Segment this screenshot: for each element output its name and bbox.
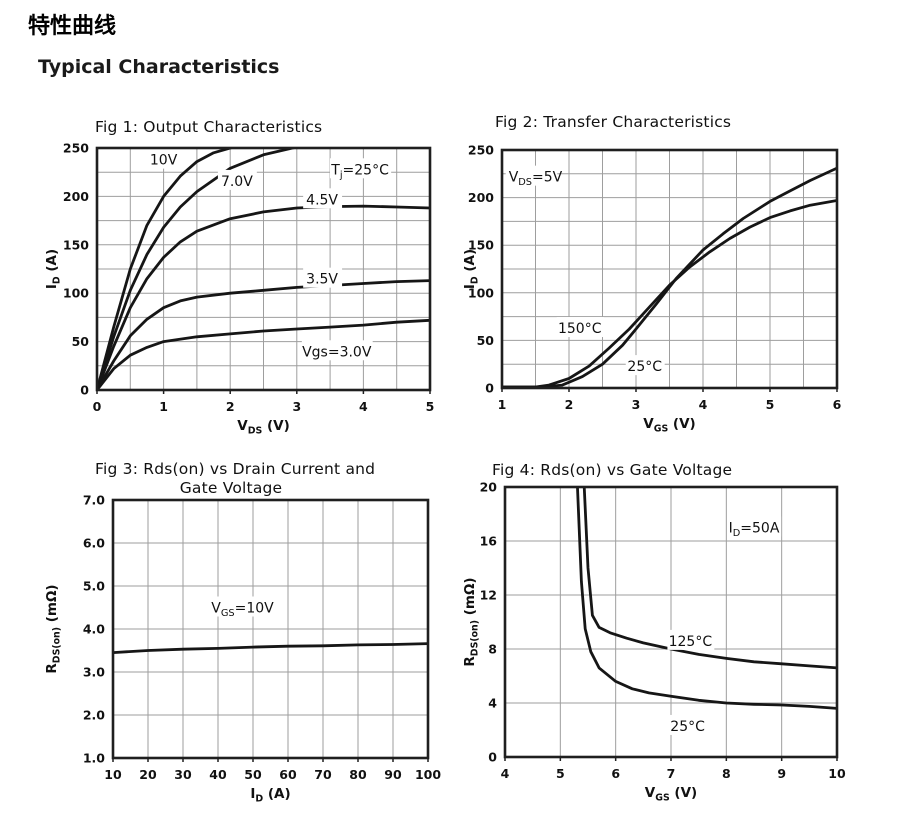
svg-text:200: 200: [63, 189, 89, 204]
fig3-rdson-vs-drain-current-chart: VGS=10V 10 20 30 40 50 60 70 80 90 100 1.0 2.0 3.0 4.0…: [44, 493, 441, 805]
svg-text:60: 60: [279, 767, 297, 782]
svg-text:150: 150: [468, 238, 494, 253]
fig3-title-line1: Fig 3: Rds(on) vs Drain Current and: [95, 460, 376, 478]
svg-text:16: 16: [480, 534, 498, 549]
svg-text:1: 1: [159, 399, 168, 414]
svg-text:125°C: 125°C: [669, 634, 713, 650]
svg-text:2: 2: [565, 397, 574, 412]
fig3-title-line2: Gate Voltage: [179, 479, 283, 497]
svg-text:20: 20: [480, 480, 498, 495]
svg-text:VGS=10V: VGS=10V: [211, 601, 274, 620]
svg-text:3.0: 3.0: [83, 665, 105, 680]
svg-text:5: 5: [766, 397, 775, 412]
svg-text:25°C: 25°C: [670, 719, 705, 735]
svg-text:4: 4: [359, 399, 368, 414]
svg-text:3: 3: [292, 399, 301, 414]
svg-text:3: 3: [632, 397, 641, 412]
svg-text:200: 200: [468, 190, 494, 205]
svg-text:1: 1: [498, 397, 507, 412]
svg-text:7.0: 7.0: [83, 493, 105, 508]
svg-text:3.5V: 3.5V: [306, 272, 338, 288]
svg-text:150: 150: [63, 237, 89, 252]
svg-text:1.0: 1.0: [83, 751, 105, 766]
svg-text:10: 10: [828, 766, 846, 781]
svg-text:25°C: 25°C: [627, 359, 662, 375]
svg-text:250: 250: [63, 141, 89, 156]
svg-text:250: 250: [468, 143, 494, 158]
svg-text:8: 8: [722, 766, 731, 781]
svg-text:80: 80: [349, 767, 367, 782]
svg-text:RDS(on) (mΩ): RDS(on) (mΩ): [44, 584, 63, 673]
svg-text:RDS(on) (mΩ): RDS(on) (mΩ): [462, 577, 481, 666]
fig1-title: Fig 1: Output Characteristics: [95, 118, 323, 136]
svg-text:40: 40: [209, 767, 227, 782]
svg-text:5.0: 5.0: [83, 579, 105, 594]
svg-text:ID=50A: ID=50A: [729, 521, 780, 540]
svg-text:VGS (V): VGS (V): [645, 785, 697, 804]
svg-text:Tj=25°C: Tj=25°C: [330, 162, 389, 181]
svg-text:ID (A): ID (A): [462, 249, 481, 289]
section-title: Typical Characteristics: [38, 56, 280, 78]
svg-text:0: 0: [485, 381, 494, 396]
svg-text:50: 50: [244, 767, 262, 782]
svg-text:10V: 10V: [150, 153, 178, 169]
svg-text:2.0: 2.0: [83, 708, 105, 723]
svg-text:100: 100: [468, 285, 494, 300]
svg-text:ID (A): ID (A): [250, 786, 290, 805]
svg-text:4: 4: [488, 696, 497, 711]
svg-text:0: 0: [93, 399, 102, 414]
svg-text:50: 50: [477, 333, 495, 348]
svg-text:0: 0: [80, 383, 89, 398]
svg-text:7: 7: [667, 766, 676, 781]
svg-text:5: 5: [426, 399, 435, 414]
svg-text:4: 4: [699, 397, 708, 412]
svg-text:7.0V: 7.0V: [221, 174, 253, 190]
fig2-title: Fig 2: Transfer Characteristics: [495, 113, 732, 131]
figure-1: 10V 7.0V Tj=25°C 4.5V 3.5V Vgs=3.0V 0 1 2 3 4 5 0 50 1…: [40, 112, 450, 447]
svg-text:VDS (V): VDS (V): [237, 418, 290, 437]
svg-text:20: 20: [139, 767, 157, 782]
svg-text:8: 8: [488, 642, 497, 657]
svg-text:9: 9: [777, 766, 786, 781]
svg-text:10: 10: [104, 767, 122, 782]
svg-text:VGS (V): VGS (V): [643, 416, 695, 435]
svg-text:6.0: 6.0: [83, 536, 105, 551]
fig4-title: Fig 4: Rds(on) vs Gate Voltage: [492, 461, 733, 479]
svg-text:90: 90: [384, 767, 402, 782]
figure-4: ID=50A 125°C 25°C 4 5 6 7 8 9 10 0 4 8 12 16 20 VGS (V) R…: [458, 455, 860, 817]
svg-text:6: 6: [611, 766, 620, 781]
svg-text:Vgs=3.0V: Vgs=3.0V: [302, 344, 372, 360]
svg-text:0: 0: [488, 750, 497, 765]
figure-2: VDS=5V 150°C 25°C 1 2 3 4 5 6 0 50 100 150 200 250 VGS …: [458, 108, 860, 448]
svg-text:6: 6: [833, 397, 842, 412]
svg-text:4.0: 4.0: [83, 622, 105, 637]
figure-3: VGS=10V 10 20 30 40 50 60 70 80 90 100 1.0 2.0 3.0 4.0…: [40, 455, 450, 817]
svg-text:100: 100: [415, 767, 441, 782]
svg-text:5: 5: [556, 766, 565, 781]
svg-text:12: 12: [480, 588, 497, 603]
svg-text:2: 2: [226, 399, 235, 414]
svg-text:100: 100: [63, 286, 89, 301]
svg-text:VDS=5V: VDS=5V: [509, 170, 563, 189]
fig2-transfer-characteristics-chart: VDS=5V 150°C 25°C 1 2 3 4 5 6 0 50 100 150 200 250 VGS …: [462, 143, 842, 435]
svg-text:30: 30: [174, 767, 192, 782]
svg-text:4.5V: 4.5V: [306, 192, 338, 208]
svg-text:4: 4: [501, 766, 510, 781]
page-title-chinese: 特性曲线: [28, 14, 117, 39]
svg-text:150°C: 150°C: [558, 321, 602, 337]
svg-text:70: 70: [314, 767, 332, 782]
svg-text:50: 50: [72, 334, 90, 349]
svg-text:ID (A): ID (A): [44, 249, 63, 289]
